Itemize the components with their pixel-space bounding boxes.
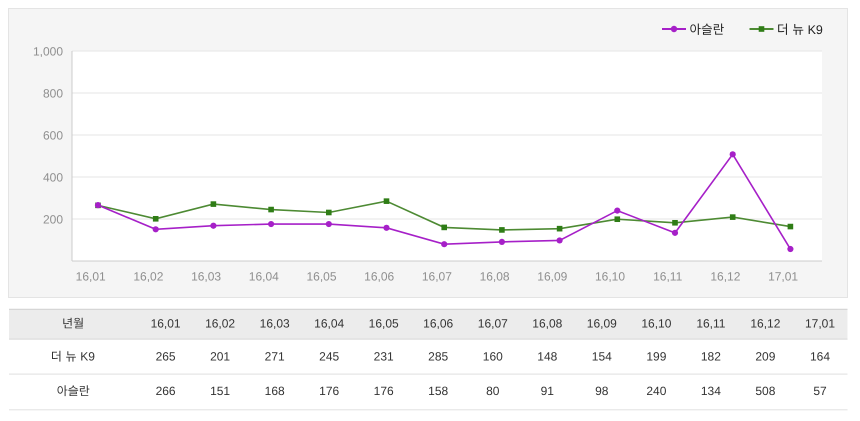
- svg-text:16,04: 16,04: [314, 317, 344, 331]
- svg-text:285: 285: [428, 349, 448, 363]
- svg-text:16,01: 16,01: [76, 270, 106, 284]
- svg-text:168: 168: [265, 384, 285, 398]
- svg-text:16,06: 16,06: [364, 270, 394, 284]
- svg-text:400: 400: [43, 170, 63, 184]
- svg-text:508: 508: [755, 384, 775, 398]
- svg-text:91: 91: [541, 384, 555, 398]
- svg-text:245: 245: [319, 349, 339, 363]
- svg-text:16,11: 16,11: [653, 270, 682, 284]
- svg-text:K9: K9: [80, 349, 95, 363]
- svg-text:16,11: 16,11: [696, 317, 725, 331]
- svg-text:17,01: 17,01: [805, 317, 835, 331]
- svg-text:80: 80: [486, 384, 500, 398]
- svg-text:200: 200: [43, 212, 63, 226]
- svg-text:57: 57: [813, 384, 827, 398]
- svg-text:16,05: 16,05: [369, 317, 399, 331]
- svg-text:134: 134: [701, 384, 721, 398]
- svg-text:16,08: 16,08: [532, 317, 562, 331]
- svg-text:16,09: 16,09: [587, 317, 617, 331]
- svg-text:182: 182: [701, 349, 721, 363]
- svg-text:16,03: 16,03: [191, 270, 221, 284]
- svg-text:154: 154: [592, 349, 612, 363]
- svg-text:16,05: 16,05: [306, 270, 336, 284]
- svg-text:K9: K9: [808, 23, 823, 37]
- svg-text:16,12: 16,12: [710, 270, 740, 284]
- svg-text:148: 148: [537, 349, 557, 363]
- svg-text:16,02: 16,02: [205, 317, 235, 331]
- svg-text:600: 600: [43, 128, 63, 142]
- svg-text:16,06: 16,06: [423, 317, 453, 331]
- svg-text:176: 176: [374, 384, 394, 398]
- svg-text:209: 209: [755, 349, 775, 363]
- svg-text:199: 199: [646, 349, 666, 363]
- svg-text:16,12: 16,12: [750, 317, 780, 331]
- svg-text:16,01: 16,01: [151, 317, 181, 331]
- svg-text:201: 201: [210, 349, 230, 363]
- svg-text:17,01: 17,01: [768, 270, 798, 284]
- svg-text:164: 164: [810, 349, 830, 363]
- svg-text:231: 231: [374, 349, 394, 363]
- svg-text:271: 271: [265, 349, 285, 363]
- svg-text:98: 98: [595, 384, 609, 398]
- svg-text:16,07: 16,07: [422, 270, 452, 284]
- svg-text:265: 265: [156, 349, 176, 363]
- svg-text:800: 800: [43, 86, 63, 100]
- svg-text:1,000: 1,000: [33, 44, 63, 58]
- svg-text:16,10: 16,10: [595, 270, 625, 284]
- svg-text:16,02: 16,02: [133, 270, 163, 284]
- svg-text:16,03: 16,03: [260, 317, 290, 331]
- svg-text:151: 151: [210, 384, 230, 398]
- svg-text:176: 176: [319, 384, 339, 398]
- svg-text:16,04: 16,04: [249, 270, 279, 284]
- svg-text:16,09: 16,09: [537, 270, 567, 284]
- svg-text:16,10: 16,10: [641, 317, 671, 331]
- svg-text:16,07: 16,07: [478, 317, 508, 331]
- svg-text:158: 158: [428, 384, 448, 398]
- svg-text:240: 240: [646, 384, 666, 398]
- svg-text:160: 160: [483, 349, 503, 363]
- svg-text:16,08: 16,08: [480, 270, 510, 284]
- svg-text:266: 266: [156, 384, 176, 398]
